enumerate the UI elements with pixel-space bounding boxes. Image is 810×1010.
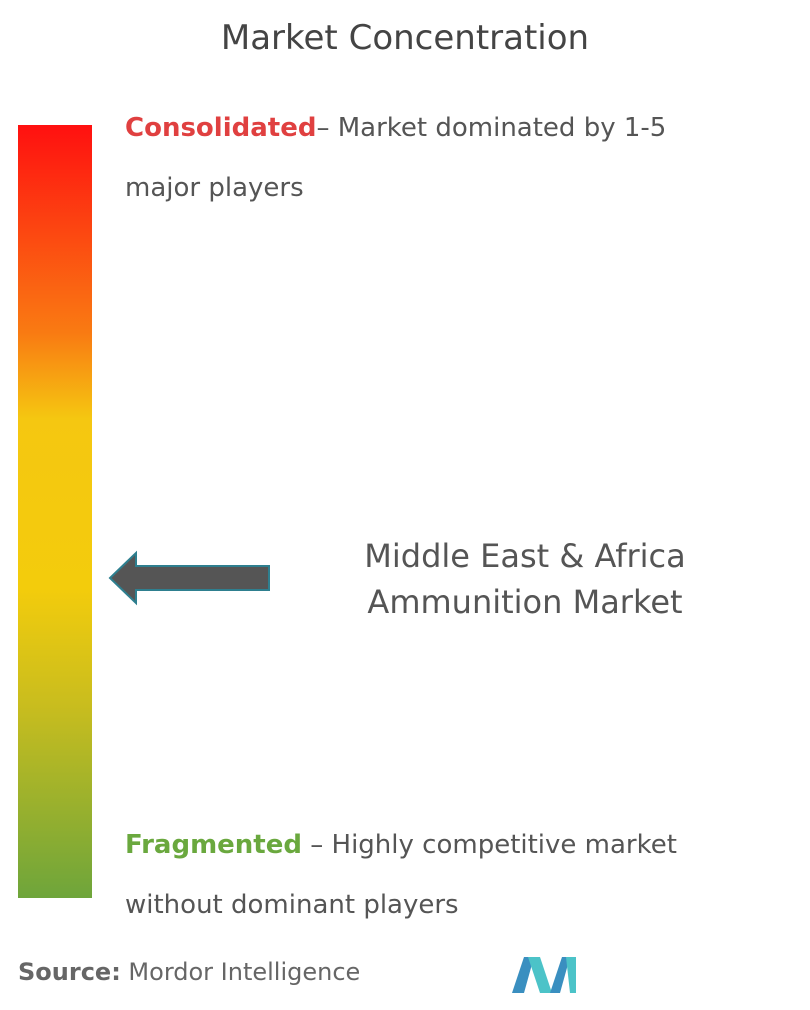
source-label: Source:: [18, 958, 121, 986]
fragmented-description: – Highly competitive market without domi…: [125, 830, 677, 920]
consolidated-description: – Market dominated by 1-5 major players: [125, 113, 667, 203]
concentration-scale: [18, 125, 92, 898]
source: Source: Mordor Intelligence: [18, 958, 360, 986]
logo: [512, 957, 576, 993]
arrow: [108, 550, 270, 606]
consolidated-label: Consolidated: [125, 113, 317, 143]
fragmented-text: Fragmented – Highly competitive market w…: [125, 815, 745, 935]
consolidated-text: Consolidated– Market dominated by 1-5 ma…: [125, 98, 745, 218]
market-name: Middle East & Africa Ammunition Market: [364, 537, 686, 621]
title: Market Concentration: [220, 18, 590, 58]
source-text: Mordor Intelligence: [120, 958, 361, 986]
fragmented-label: Fragmented: [125, 830, 302, 860]
